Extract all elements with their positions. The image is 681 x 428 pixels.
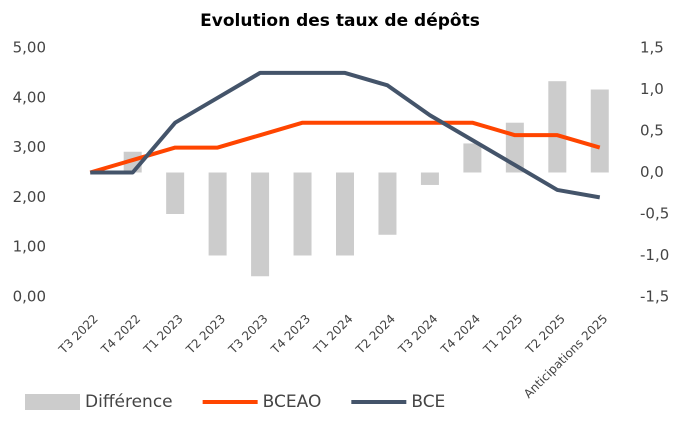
line xyxy=(89,120,601,175)
y-tick-label: 3,00 xyxy=(13,138,46,156)
bar xyxy=(166,172,185,214)
x-tick-label: T1 2025 xyxy=(480,312,525,357)
legend-label: BCEAO xyxy=(263,392,322,412)
bar xyxy=(420,172,439,185)
line xyxy=(90,70,601,200)
x-tick-label: T2 2024 xyxy=(353,312,398,357)
x-tick-label: T2 2023 xyxy=(183,312,228,357)
y2-tick-label: -0,5 xyxy=(640,205,669,223)
bar xyxy=(378,172,397,235)
y-tick-label: 4,00 xyxy=(13,88,46,106)
x-tick-label: T3 2022 xyxy=(55,312,100,357)
y-tick-label: 2,00 xyxy=(13,188,46,206)
legend-label: BCE xyxy=(411,392,445,412)
y2-tick-label: 1,5 xyxy=(640,39,664,57)
y2-tick-label: 0,0 xyxy=(640,163,664,181)
legend-label: Différence xyxy=(85,392,173,412)
bar xyxy=(548,81,567,173)
bar xyxy=(590,89,609,173)
x-tick-label: T3 2023 xyxy=(225,312,270,357)
y2-tick-label: -1,0 xyxy=(640,246,669,264)
y2-tick-label: 0,5 xyxy=(640,122,664,140)
bar xyxy=(293,172,312,256)
chart-title: Evolution des taux de dépôts xyxy=(200,11,480,31)
y2-tick-label: -1,5 xyxy=(640,288,669,306)
x-tick-label: T1 2023 xyxy=(140,312,185,357)
y2-tick-label: 1,0 xyxy=(640,80,664,98)
legend-swatch xyxy=(25,394,80,410)
x-tick-label: Anticipations 2025 xyxy=(521,312,610,401)
bar xyxy=(336,172,354,256)
bar xyxy=(251,172,270,277)
bar xyxy=(208,172,227,256)
x-tick-label: T4 2022 xyxy=(98,312,143,357)
y-tick-label: 1,00 xyxy=(13,238,46,256)
bar xyxy=(463,143,482,173)
x-tick-label: T4 2023 xyxy=(268,312,313,357)
y-tick-label: 5,00 xyxy=(13,39,46,57)
x-tick-label: T4 2024 xyxy=(437,312,482,357)
x-tick-label: T3 2024 xyxy=(395,312,440,357)
x-tick-label: T1 2024 xyxy=(310,312,355,357)
y-tick-label: 0,00 xyxy=(13,288,46,306)
